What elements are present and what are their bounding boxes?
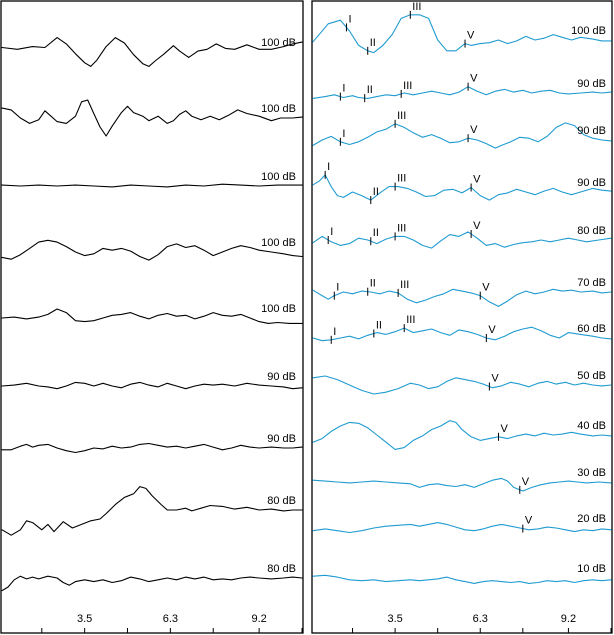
- peak-V-label-8: V: [470, 73, 478, 85]
- left-trace-3-intensity-label: 100 dB: [261, 171, 296, 183]
- peak-I-label-1: I: [348, 13, 351, 25]
- peak-III-label-18: III: [397, 222, 406, 234]
- peak-V-label-15: V: [473, 174, 481, 186]
- peak-I-label-5: I: [342, 83, 345, 95]
- right-trace-8: [312, 375, 612, 395]
- left-panel: 100 dB 100 dB 100 dB 100 dB 100 dB 90 dB 90 dB…: [1, 37, 303, 633]
- right-trace-3-intensity-label: 90 dB: [577, 125, 606, 137]
- peak-II-label-21: II: [370, 278, 376, 290]
- left-trace-5-intensity-label: 100 dB: [261, 303, 296, 315]
- left-trace-5: [1, 308, 303, 324]
- peak-V-label-29: V: [500, 423, 508, 435]
- right-trace-9-intensity-label: 40 dB: [577, 420, 606, 432]
- right-trace-1-intensity-label: 100 dB: [571, 25, 606, 37]
- right-trace-9: [312, 420, 612, 450]
- left-x-tick-label-1: 3.5: [77, 613, 92, 625]
- peak-III-label-26: III: [406, 314, 415, 326]
- right-trace-5: [312, 231, 612, 249]
- right-x-tick-label-2: 6.3: [473, 613, 488, 625]
- left-trace-1-intensity-label: 100 dB: [261, 37, 296, 49]
- peak-III-label-22: III: [400, 279, 409, 291]
- right-trace-7: [312, 326, 612, 342]
- peak-II-label-17: II: [373, 227, 379, 239]
- left-trace-4-intensity-label: 100 dB: [261, 237, 296, 249]
- right-trace-2-intensity-label: 90 dB: [577, 78, 606, 90]
- peak-V-label-28: V: [491, 373, 499, 385]
- right-panel-frame: [311, 0, 613, 634]
- left-trace-9: [1, 575, 303, 592]
- peak-III-label-14: III: [397, 173, 406, 185]
- left-trace-8: [1, 486, 303, 536]
- left-trace-7: [1, 442, 303, 454]
- right-trace-12-intensity-label: 10 dB: [577, 563, 606, 575]
- peak-V-label-19: V: [473, 220, 481, 232]
- left-panel-frame: [0, 0, 304, 634]
- peak-II-label-6: II: [367, 84, 373, 96]
- right-trace-7-intensity-label: 60 dB: [577, 323, 606, 335]
- left-trace-6-intensity-label: 90 dB: [267, 371, 296, 383]
- left-trace-2-intensity-label: 100 dB: [261, 103, 296, 115]
- peak-V-label-4: V: [467, 30, 475, 42]
- peak-I-label-16: I: [330, 226, 333, 238]
- right-trace-8-intensity-label: 50 dB: [577, 370, 606, 382]
- right-trace-6: [312, 288, 612, 307]
- right-trace-12: [312, 574, 612, 584]
- right-trace-10-intensity-label: 30 dB: [577, 467, 606, 479]
- peak-I-label-24: I: [333, 326, 336, 338]
- peak-III-label-7: III: [403, 80, 412, 92]
- right-trace-11: [312, 522, 612, 534]
- peak-III-label-3: III: [412, 1, 421, 13]
- right-trace-5-intensity-label: 80 dB: [577, 225, 606, 237]
- right-x-tick-label-3: 9.2: [561, 613, 576, 625]
- left-trace-9-intensity-label: 80 dB: [267, 563, 296, 575]
- left-trace-2: [1, 99, 303, 137]
- peak-V-label-31: V: [525, 515, 533, 527]
- left-trace-7-intensity-label: 90 dB: [267, 433, 296, 445]
- peak-I-label-12: I: [327, 161, 330, 173]
- peak-V-label-11: V: [470, 124, 478, 136]
- right-trace-4-intensity-label: 90 dB: [577, 177, 606, 189]
- right-trace-11-intensity-label: 20 dB: [577, 513, 606, 525]
- right-trace-10: [312, 477, 612, 492]
- right-panel: 100 dB 90 dB 90 dB 90 dB 80 dB 70 dB 60 dB 50 d…: [312, 1, 612, 633]
- right-trace-6-intensity-label: 70 dB: [577, 277, 606, 289]
- peak-III-label-10: III: [397, 110, 406, 122]
- peak-V-label-27: V: [488, 324, 496, 336]
- left-trace-1: [1, 37, 303, 67]
- peak-II-label-2: II: [370, 37, 376, 49]
- peak-II-label-25: II: [376, 320, 382, 332]
- right-trace-2: [312, 86, 612, 99]
- right-trace-4: [312, 174, 612, 201]
- peak-I-label-9: I: [342, 128, 345, 140]
- right-trace-1: [312, 14, 612, 54]
- left-trace-6: [1, 381, 303, 390]
- peak-V-label-23: V: [482, 282, 490, 294]
- right-x-tick-label-1: 3.5: [387, 613, 402, 625]
- peak-V-label-30: V: [522, 476, 530, 488]
- peak-I-label-20: I: [336, 282, 339, 294]
- right-trace-3: [312, 122, 612, 149]
- left-trace-4: [1, 239, 303, 261]
- left-x-tick-label-3: 9.2: [251, 613, 266, 625]
- left-trace-8-intensity-label: 80 dB: [267, 495, 296, 507]
- left-x-tick-label-2: 6.3: [163, 613, 178, 625]
- peak-II-label-13: II: [373, 186, 379, 198]
- left-trace-3: [1, 183, 303, 188]
